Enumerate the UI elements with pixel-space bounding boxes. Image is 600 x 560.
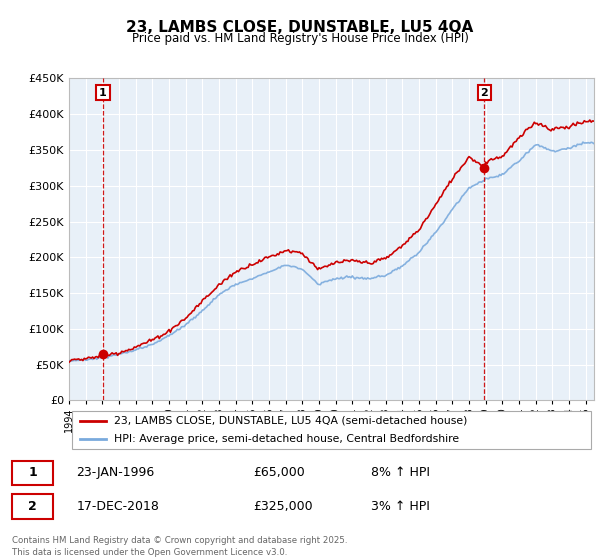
Text: £325,000: £325,000 — [253, 500, 313, 513]
Text: £65,000: £65,000 — [253, 466, 305, 479]
Text: 2: 2 — [28, 500, 37, 513]
Text: HPI: Average price, semi-detached house, Central Bedfordshire: HPI: Average price, semi-detached house,… — [113, 434, 459, 444]
Text: 23-JAN-1996: 23-JAN-1996 — [77, 466, 155, 479]
FancyBboxPatch shape — [12, 460, 53, 485]
Text: 17-DEC-2018: 17-DEC-2018 — [77, 500, 160, 513]
FancyBboxPatch shape — [12, 494, 53, 519]
Text: Contains HM Land Registry data © Crown copyright and database right 2025.
This d: Contains HM Land Registry data © Crown c… — [12, 536, 347, 557]
FancyBboxPatch shape — [71, 411, 592, 449]
Text: 23, LAMBS CLOSE, DUNSTABLE, LU5 4QA: 23, LAMBS CLOSE, DUNSTABLE, LU5 4QA — [127, 20, 473, 35]
Text: 1: 1 — [28, 466, 37, 479]
Text: 1: 1 — [99, 88, 107, 97]
Text: 23, LAMBS CLOSE, DUNSTABLE, LU5 4QA (semi-detached house): 23, LAMBS CLOSE, DUNSTABLE, LU5 4QA (sem… — [113, 416, 467, 426]
Text: Price paid vs. HM Land Registry's House Price Index (HPI): Price paid vs. HM Land Registry's House … — [131, 32, 469, 45]
Text: 2: 2 — [481, 88, 488, 97]
Text: 8% ↑ HPI: 8% ↑ HPI — [371, 466, 430, 479]
Text: 3% ↑ HPI: 3% ↑ HPI — [371, 500, 430, 513]
